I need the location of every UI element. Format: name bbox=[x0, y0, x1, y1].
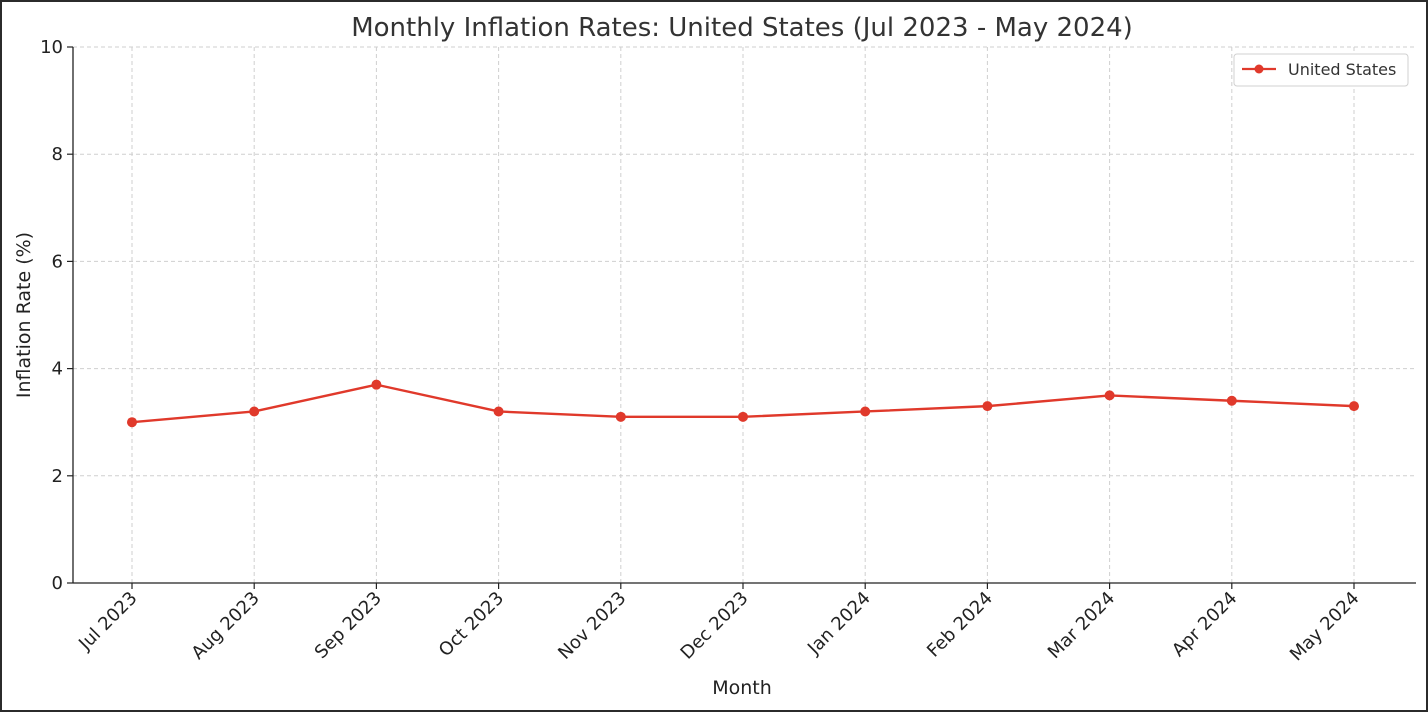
data-point bbox=[249, 406, 260, 417]
data-point bbox=[860, 406, 871, 417]
y-tick-label: 2 bbox=[52, 466, 63, 487]
x-tick-label: May 2024 bbox=[1286, 588, 1364, 666]
y-tick-label: 10 bbox=[40, 37, 63, 58]
x-tick-labels: Jul 2023 Aug 2023 Sep 2023 Oct 2023 Nov 2023… bbox=[74, 583, 1364, 666]
legend: United States bbox=[1233, 53, 1409, 87]
data-point bbox=[1349, 401, 1359, 412]
y-axis-title: Inflation Rate (%) bbox=[13, 232, 35, 398]
data-point bbox=[1226, 395, 1237, 406]
data-point bbox=[982, 401, 993, 412]
x-tick-label: Jul 2023 bbox=[74, 588, 141, 655]
data-point bbox=[371, 379, 382, 390]
x-tick-label: Dec 2023 bbox=[677, 588, 753, 664]
x-tick-label: Aug 2023 bbox=[188, 588, 264, 664]
y-tick-labels: 0 2 4 6 8 10 bbox=[40, 37, 73, 594]
x-tick-label: Oct 2023 bbox=[435, 588, 508, 661]
axes bbox=[72, 47, 1416, 584]
data-point bbox=[1104, 390, 1115, 401]
y-tick-label: 8 bbox=[52, 144, 63, 165]
data-point bbox=[615, 411, 626, 422]
grid-lines bbox=[73, 46, 1416, 583]
data-series bbox=[127, 379, 1359, 428]
x-tick-label: Jan 2024 bbox=[803, 588, 875, 660]
y-tick-label: 0 bbox=[52, 573, 63, 594]
data-point bbox=[738, 411, 748, 422]
legend-box bbox=[1233, 53, 1409, 87]
data-point bbox=[127, 417, 137, 428]
legend-marker-swatch bbox=[1254, 64, 1264, 74]
legend-label-united-states: United States bbox=[1288, 60, 1396, 79]
x-tick-label: Mar 2024 bbox=[1044, 588, 1119, 663]
data-point bbox=[493, 406, 504, 417]
y-tick-label: 4 bbox=[52, 359, 63, 380]
x-tick-label: Feb 2024 bbox=[923, 588, 997, 662]
x-tick-label: Apr 2024 bbox=[1168, 588, 1241, 661]
chart-title: Monthly Inflation Rates: United States (… bbox=[351, 13, 1133, 43]
x-tick-label: Sep 2023 bbox=[311, 588, 386, 663]
x-tick-label: Nov 2023 bbox=[554, 588, 630, 664]
y-tick-label: 6 bbox=[52, 251, 63, 272]
x-axis-title: Month bbox=[712, 677, 772, 699]
